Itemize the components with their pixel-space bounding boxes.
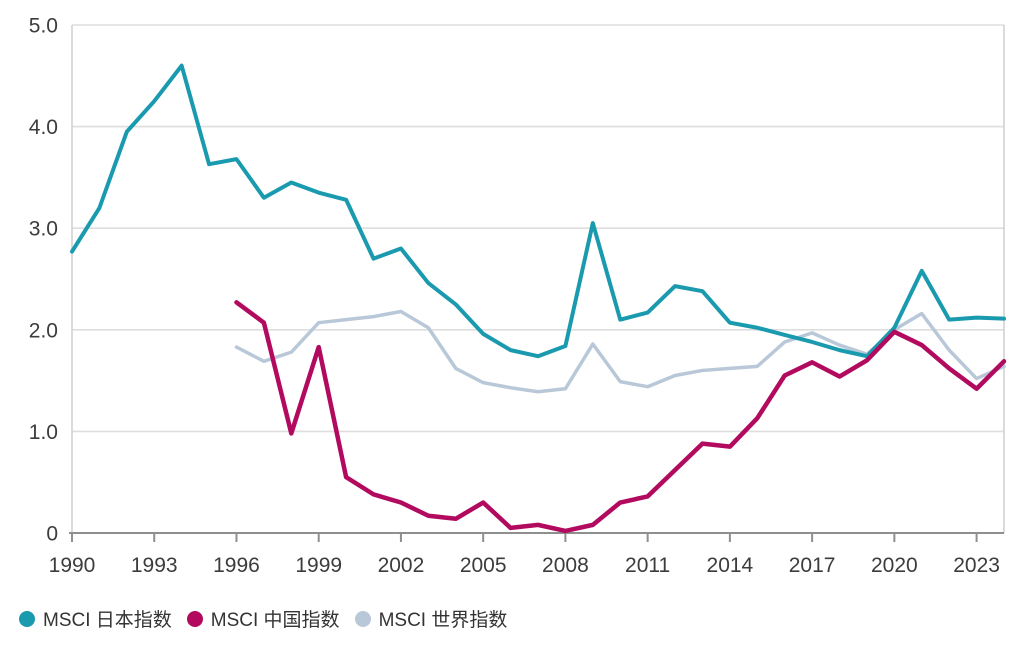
x-axis-label: 2017 [789,554,836,577]
y-axis-label: 0 [46,523,58,546]
x-axis-label: 1990 [49,554,96,577]
y-axis-label: 3.0 [29,218,58,241]
series-line-world [234,309,1006,394]
x-axis-label: 2014 [707,554,754,577]
series-line-china [234,300,1007,534]
legend-dot-world-icon [354,610,371,627]
y-axis-label: 5.0 [29,15,58,38]
x-axis-label: 2005 [460,554,507,577]
legend-item-world: MSCI 世界指数 [354,605,508,632]
legend-dot-japan-icon [19,610,35,627]
x-axis-label: 2002 [378,554,425,577]
x-axis-label: 2008 [542,554,589,577]
legend-item-japan: MSCI 日本指数 [19,605,172,632]
legend-label-japan: MSCI 日本指数 [43,610,172,631]
legend-dot-china-icon [186,610,203,627]
x-axis-label: 1999 [295,554,342,577]
x-axis-label: 1996 [213,554,260,577]
x-axis-label: 2011 [625,554,670,577]
series-line-japan [70,63,1006,359]
chart-plot-area: 5.0 4.0 3.0 2.0 1.0 0 1990 1993 1996 1999 2002 2005… [29,15,1007,577]
chart-legend: MSCI 日本指数 MSCI 中国指数 MSCI 世界指数 [19,605,522,632]
y-axis-label: 1.0 [29,421,58,444]
legend-label-world: MSCI 世界指数 [378,610,508,631]
x-axis-label: 2023 [953,554,1000,577]
legend-label-china: MSCI 中国指数 [210,610,340,631]
x-axis-label: 2020 [871,554,918,577]
y-axis-label: 2.0 [29,319,58,342]
y-axis-label: 4.0 [29,116,58,139]
legend-item-china: MSCI 中国指数 [186,605,340,632]
x-axis-label: 1993 [131,554,178,577]
